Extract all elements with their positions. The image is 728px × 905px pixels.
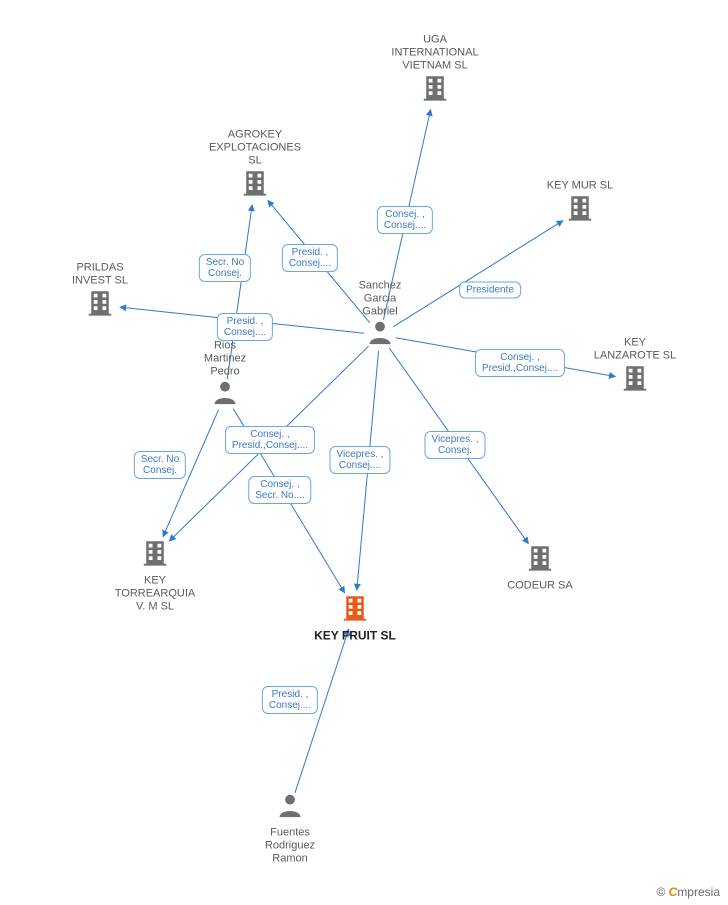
node-label: CODEUR SA [480,578,600,593]
brand-rest: mpresia [677,885,720,899]
person-icon [366,319,394,352]
edge-label[interactable]: Presidente [459,282,521,299]
node-label: UGA INTERNATIONAL VIETNAM SL [375,32,495,73]
node-lanzarote[interactable]: KEY LANZAROTE SL [575,335,695,398]
node-label: KEY LANZAROTE SL [575,335,695,363]
node-keyfruit[interactable]: KEY FRUIT SL [295,593,415,643]
node-uga[interactable]: UGA INTERNATIONAL VIETNAM SL [375,32,495,108]
building-icon [565,193,595,228]
edge-label[interactable]: Consej. , Presid.,Consej.... [225,426,315,454]
node-label: PRILDAS INVEST SL [40,260,160,288]
building-icon [525,543,555,578]
edge-label[interactable]: Consej. , Presid.,Consej.... [475,349,565,377]
building-icon [85,288,115,323]
person-icon [211,379,239,412]
building-icon [340,593,370,628]
building-icon [620,363,650,398]
edge-label[interactable]: Presid. , Consej.... [262,686,318,714]
building-icon [420,73,450,108]
edge-label[interactable]: Presid. , Consej.... [217,313,273,341]
person-icon [276,792,304,825]
node-codeur[interactable]: CODEUR SA [480,543,600,593]
node-label: Fuentes Rodriguez Ramon [230,825,350,866]
node-fuentes[interactable]: Fuentes Rodriguez Ramon [230,792,350,866]
brand-letter: C [669,885,678,899]
node-prildas[interactable]: PRILDAS INVEST SL [40,260,160,323]
node-label: Rios Martinez Pedro [165,338,285,379]
node-label: Sanchez Garcia Gabriel [320,278,440,319]
edge-label[interactable]: Vicepres. , Consej.... [329,446,390,474]
edge-label[interactable]: Secr. No Consej. [199,254,251,282]
node-keymur[interactable]: KEY MUR SL [520,178,640,228]
node-label: KEY TORREARQUIA V. M SL [95,573,215,614]
node-agrokey[interactable]: AGROKEY EXPLOTACIONES SL [195,127,315,203]
edge-label[interactable]: Consej. , Consej.... [377,206,433,234]
node-torre[interactable]: KEY TORREARQUIA V. M SL [95,538,215,614]
node-label: KEY MUR SL [520,178,640,193]
building-icon [240,168,270,203]
edge-label[interactable]: Consej. , Secr. No.... [248,476,311,504]
node-martinez[interactable]: Rios Martinez Pedro [165,338,285,412]
watermark: © Cmpresia [656,885,720,899]
diagram-canvas: { "canvas": { "width": 728, "height": 90… [0,0,728,905]
edge-label[interactable]: Presid. , Consej.... [282,244,338,272]
edge-label[interactable]: Secr. No Consej. [134,451,186,479]
copyright-symbol: © [656,885,665,899]
node-label: AGROKEY EXPLOTACIONES SL [195,127,315,168]
node-label: KEY FRUIT SL [295,628,415,643]
node-sanchez[interactable]: Sanchez Garcia Gabriel [320,278,440,352]
building-icon [140,538,170,573]
edge-label[interactable]: Vicepres. , Consej. [424,431,485,459]
